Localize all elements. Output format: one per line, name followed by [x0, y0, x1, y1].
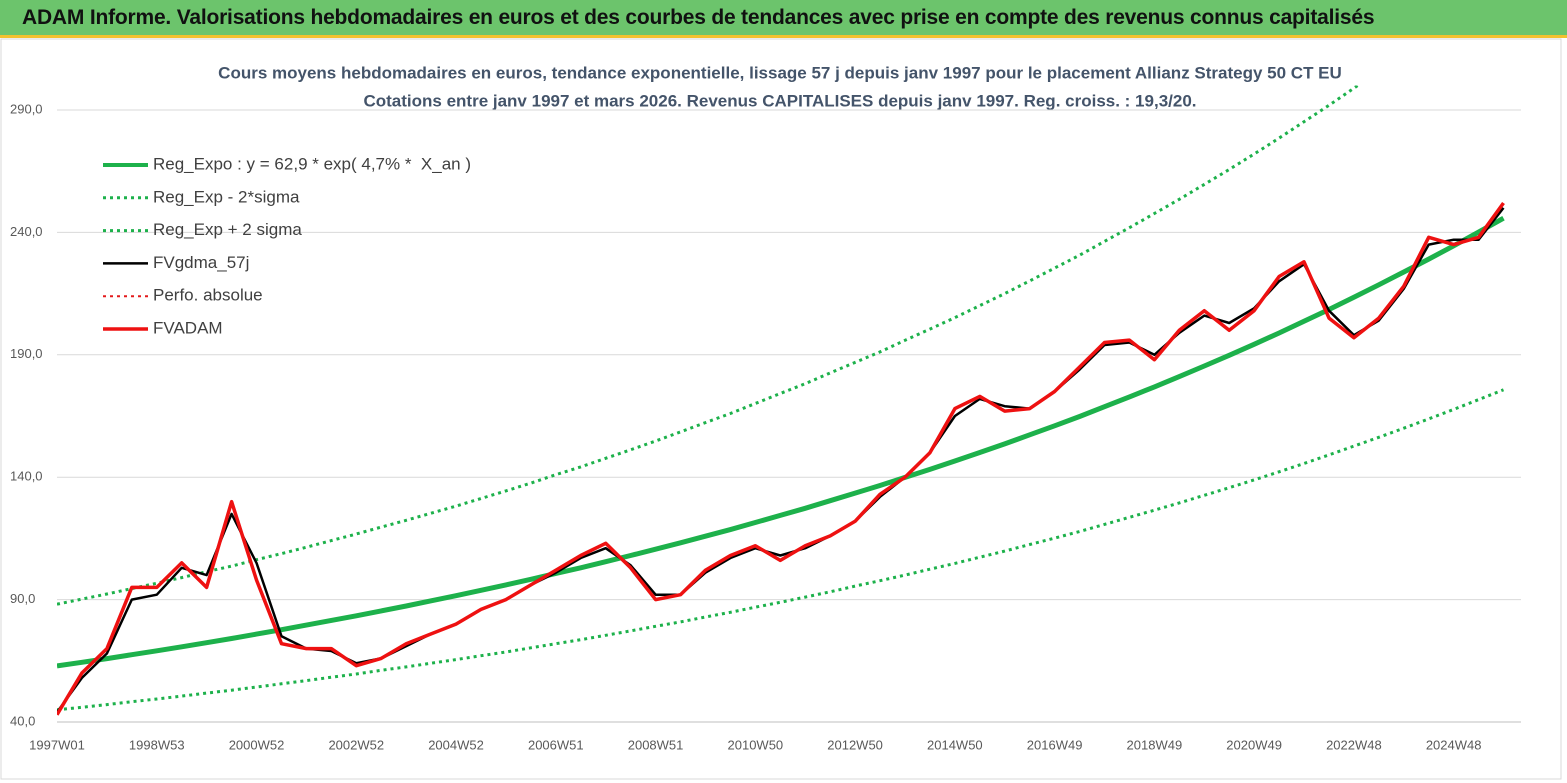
x-tick-label: 2014W50	[927, 737, 983, 752]
series-line	[57, 85, 1361, 606]
x-tick-label: 2008W51	[628, 737, 684, 752]
x-tick-label: 1998W53	[129, 737, 185, 752]
x-tick-label: 2020W49	[1226, 737, 1282, 752]
y-tick-label: 190,0	[10, 346, 43, 361]
y-tick-label: 290,0	[10, 101, 43, 116]
x-tick-label: 2002W52	[328, 737, 384, 752]
x-tick-label: 2012W50	[827, 737, 883, 752]
y-tick-label: 90,0	[10, 591, 35, 606]
chart: Cours moyens hebdomadaires en euros, ten…	[0, 38, 1562, 780]
series-line	[57, 216, 1505, 669]
chart-border	[0, 38, 1562, 780]
chart-subtitle: Cotations entre janv 1997 et mars 2026. …	[363, 91, 1196, 110]
legend-label: FVgdma_57j	[153, 253, 249, 272]
x-tick-label: 2022W48	[1326, 737, 1382, 752]
x-tick-label: 2006W51	[528, 737, 584, 752]
y-tick-label: 140,0	[10, 469, 43, 484]
series-line	[57, 388, 1505, 712]
legend-label: Perfo. absolue	[153, 286, 263, 305]
y-tick-label: 40,0	[10, 713, 35, 728]
series-line	[57, 201, 1505, 716]
x-tick-label: 2016W49	[1027, 737, 1083, 752]
header-title: ADAM Informe. Valorisations hebdomadaire…	[22, 6, 1375, 29]
x-tick-label: 1997W01	[29, 737, 85, 752]
x-tick-label: 2010W50	[728, 737, 784, 752]
series-line	[57, 207, 1505, 713]
x-tick-label: 2024W48	[1426, 737, 1482, 752]
legend-label: Reg_Expo : y = 62,9 * exp( 4,7% * X_an )	[153, 154, 471, 173]
x-tick-label: 2018W49	[1127, 737, 1183, 752]
y-tick-label: 240,0	[10, 224, 43, 239]
header-banner: ADAM Informe. Valorisations hebdomadaire…	[0, 0, 1567, 38]
x-tick-label: 2000W52	[229, 737, 285, 752]
plot-area	[57, 85, 1505, 716]
x-tick-label: 2004W52	[428, 737, 484, 752]
chart-title: Cours moyens hebdomadaires en euros, ten…	[218, 63, 1342, 82]
legend-label: Reg_Exp + 2 sigma	[153, 220, 302, 239]
legend-label: Reg_Exp - 2*sigma	[153, 187, 300, 206]
legend-label: FVADAM	[153, 318, 223, 337]
